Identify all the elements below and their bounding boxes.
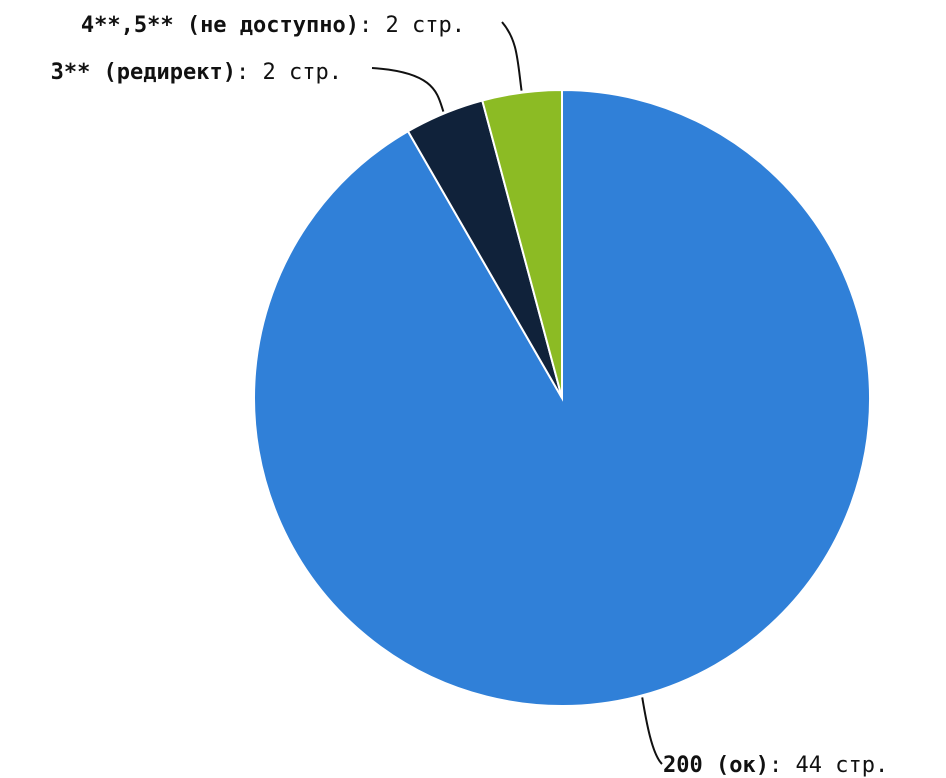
slice-label-name: 200 (ок) xyxy=(663,753,769,778)
slice-labels: 200 (ок): 44 стр.3** (редирект): 2 стр.4… xyxy=(51,13,889,778)
pie-slice[interactable] xyxy=(481,88,563,399)
slice-label-value: 44 стр. xyxy=(795,753,888,778)
slice-label: 200 (ок): 44 стр. xyxy=(663,753,888,778)
label-connector xyxy=(641,697,663,765)
slice-label-name: 4**,5** (не доступно) xyxy=(81,13,359,38)
slice-label: 3** (редирект): 2 стр. xyxy=(51,60,342,85)
slice-label-separator: : xyxy=(769,753,796,778)
slice-label: 4**,5** (не доступно): 2 стр. xyxy=(81,13,465,38)
label-connector xyxy=(371,67,445,112)
pie-slices xyxy=(253,88,871,707)
pie-slice[interactable] xyxy=(253,88,871,707)
slice-label-value: 2 стр. xyxy=(263,60,342,85)
label-connectors xyxy=(371,21,663,765)
slice-label-separator: : xyxy=(236,60,263,85)
slice-label-value: 2 стр. xyxy=(386,13,465,38)
slice-label-name: 3** (редирект) xyxy=(51,60,236,85)
label-connector xyxy=(501,21,523,91)
slice-label-separator: : xyxy=(359,13,386,38)
